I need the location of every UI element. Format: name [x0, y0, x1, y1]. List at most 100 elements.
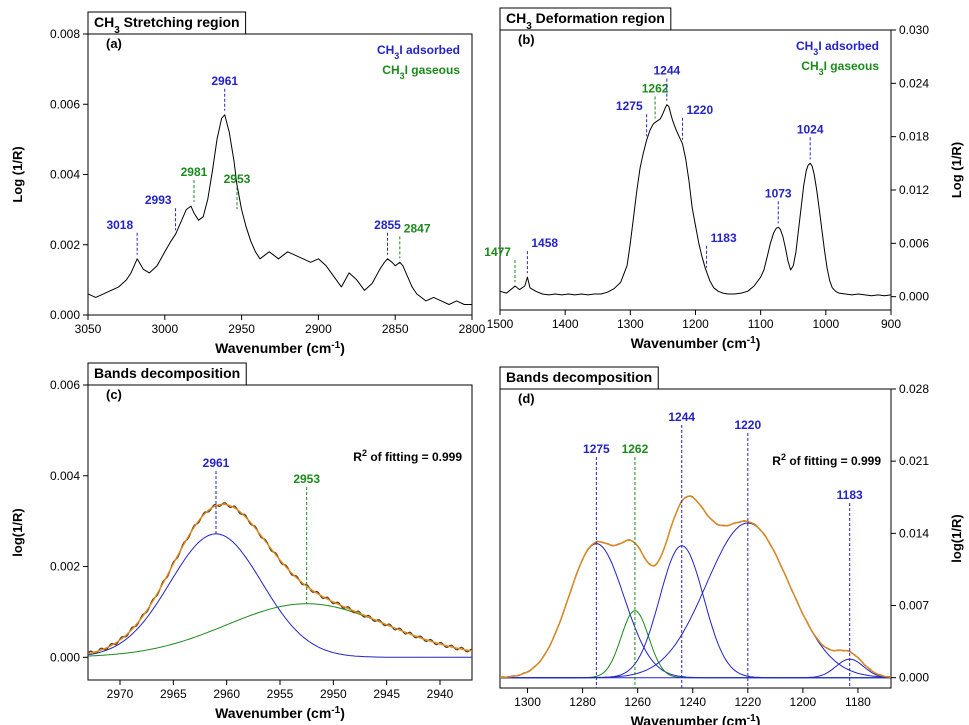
panel-title-text: Bands decomposition	[506, 369, 652, 385]
peak-label-2953: 2953	[293, 472, 320, 486]
legend-part: I adsorbed	[399, 43, 460, 57]
y-tick-label: 0.004	[50, 469, 80, 483]
x-tick-label: 1200	[682, 317, 709, 331]
legend-entry-gaseous: CH3I gaseous	[801, 59, 879, 77]
y-tick-label: 0.006	[899, 236, 929, 250]
y-tick-label: 0.004	[50, 168, 80, 182]
title-sub: 3	[526, 21, 532, 32]
y-axis-label: Log (1/R)	[949, 142, 964, 198]
fit-note-sup: 2	[362, 448, 367, 458]
title-part: CH	[94, 14, 114, 30]
legend-part: CH	[377, 43, 394, 57]
x-tick-label: 1180	[845, 695, 871, 709]
y-axis-label: log(1/R)	[949, 514, 964, 562]
peak-label-1275: 1275	[616, 99, 643, 113]
x-axis-label: Wavenumber (cm-1)	[631, 335, 761, 352]
x-tick-label: 3000	[151, 322, 178, 336]
x-axis-label: Wavenumber (cm-1)	[215, 705, 345, 722]
panel-title: Bands decomposition	[499, 366, 659, 390]
component-band-1220	[500, 522, 892, 679]
y-tick-label: 0.012	[899, 183, 929, 197]
x-tick-label: 2800	[459, 322, 486, 336]
component-band-1183	[500, 658, 892, 679]
y-tick-label: 0.002	[50, 560, 80, 574]
x-axis-label-tail: )	[756, 335, 761, 351]
panel-d: 1300 1280 1260 1240 1220 1200 1180 0.000 0.007 0.…	[499, 366, 964, 725]
plot-frame	[499, 388, 892, 689]
x-tick-label: 2960	[213, 687, 240, 701]
panel-label: (a)	[106, 36, 122, 51]
panel-title-box	[499, 366, 659, 390]
y-tick-label: 0.030	[899, 23, 929, 37]
x-axis-label-tail: )	[340, 340, 345, 356]
panel-title-box	[87, 11, 247, 35]
peak-label-1477: 1477	[484, 245, 511, 259]
panel-title-text: CH3 Deformation region	[506, 10, 665, 32]
peak-label-2993: 2993	[145, 193, 172, 207]
y-tick-label: 0.006	[50, 97, 80, 111]
peak-label-1244: 1244	[668, 410, 695, 424]
legend-part: I gaseous	[824, 59, 880, 73]
title-part: CH	[506, 10, 526, 26]
spectrum-line	[499, 104, 892, 297]
x-axis-label-text: Wavenumber (cm	[215, 705, 331, 721]
x-axis-label-tail: )	[756, 713, 761, 725]
measured-spectrum-line	[87, 502, 473, 655]
title-part: Bands decomposition	[506, 369, 652, 385]
component-band-2961	[87, 533, 472, 658]
x-tick-label: 1220	[734, 695, 761, 709]
fit-note-part: R	[353, 450, 362, 464]
panel-title: CH3 Stretching region	[87, 11, 247, 36]
legend-entry-adsorbed: CH3I adsorbed	[377, 43, 460, 61]
peak-label-1024: 1024	[797, 122, 824, 136]
peak-label-2981: 2981	[181, 165, 208, 179]
y-tick-label: 0.000	[50, 308, 80, 322]
x-tick-label: 1500	[487, 317, 514, 331]
peak-label-1183: 1183	[837, 488, 863, 502]
legend-sub: 3	[819, 67, 824, 77]
panel-b: 1500 1400 1300 1200 1100 1000 900 0.000 0.006 0.0…	[484, 7, 964, 352]
y-tick-label: 0.000	[50, 650, 80, 664]
x-tick-label: 1300	[514, 695, 541, 709]
legend-part: CH	[382, 63, 399, 77]
legend-entry-adsorbed: CH3I adsorbed	[796, 39, 879, 57]
panel-a: 3050 3000 2950 2900 2850 2800 0.000 0.002 0.004 0…	[10, 11, 486, 357]
peak-label-1275: 1275	[583, 442, 610, 456]
panel-label: (d)	[518, 391, 535, 406]
y-tick-label: 0.000	[899, 671, 929, 685]
peak-label-1220: 1220	[734, 418, 761, 432]
panel-title-box	[87, 362, 247, 386]
y-tick-label: 0.008	[50, 27, 80, 41]
x-tick-label: 2965	[160, 687, 187, 701]
panel-title-text: Bands decomposition	[94, 365, 240, 381]
peak-label-1458: 1458	[531, 236, 558, 250]
peak-label-2961: 2961	[203, 456, 230, 470]
peak-label-1183: 1183	[711, 231, 737, 245]
x-tick-label: 2940	[427, 687, 454, 701]
panel-title: CH3 Deformation region	[499, 7, 672, 32]
x-tick-label: 2950	[228, 322, 255, 336]
component-band-1275	[499, 543, 891, 679]
panel-c: 2970 2965 2960 2955 2950 2945 2940 0.000 0.002 0.…	[10, 362, 473, 722]
peak-label-1262: 1262	[642, 81, 669, 95]
peak-label-2961: 2961	[211, 74, 238, 88]
x-tick-label: 2850	[382, 322, 409, 336]
x-tick-label: 2970	[107, 687, 134, 701]
y-tick-label: 0.002	[50, 238, 80, 252]
y-tick-label: 0.007	[899, 599, 929, 613]
x-tick-label: 2900	[305, 322, 332, 336]
legend-part: I gaseous	[405, 63, 461, 77]
panel-title-text: CH3 Stretching region	[94, 14, 240, 36]
x-axis-label: Wavenumber (cm-1)	[215, 340, 345, 357]
legend-sub: 3	[394, 51, 399, 61]
component-band-1261	[500, 610, 891, 679]
x-tick-label: 1280	[569, 695, 596, 709]
y-tick-label: 0.000	[899, 290, 929, 304]
x-axis-label-text: Wavenumber (cm	[631, 335, 747, 351]
y-tick-label: 0.018	[899, 130, 929, 144]
panel-label: (b)	[518, 32, 535, 47]
x-tick-label: 1240	[679, 695, 706, 709]
peak-label-1220: 1220	[686, 103, 713, 117]
x-axis-label-text: Wavenumber (cm	[215, 340, 331, 356]
